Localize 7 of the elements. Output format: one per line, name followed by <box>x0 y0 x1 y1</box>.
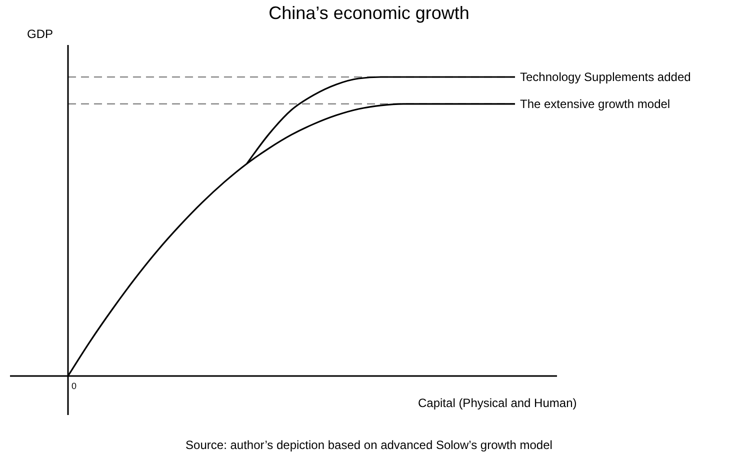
chart-title: China’s economic growth <box>268 3 470 23</box>
series-label: Technology Supplements added <box>520 70 691 84</box>
y-axis-title: GDP <box>26 27 54 41</box>
series-label: The extensive growth model <box>520 96 670 111</box>
source-note: Source: author’s depiction based on advanced Solow’s growth model <box>186 438 552 452</box>
text: 0 <box>71 381 77 391</box>
x-axis-title: Capital (Physical and Human) <box>418 396 577 410</box>
